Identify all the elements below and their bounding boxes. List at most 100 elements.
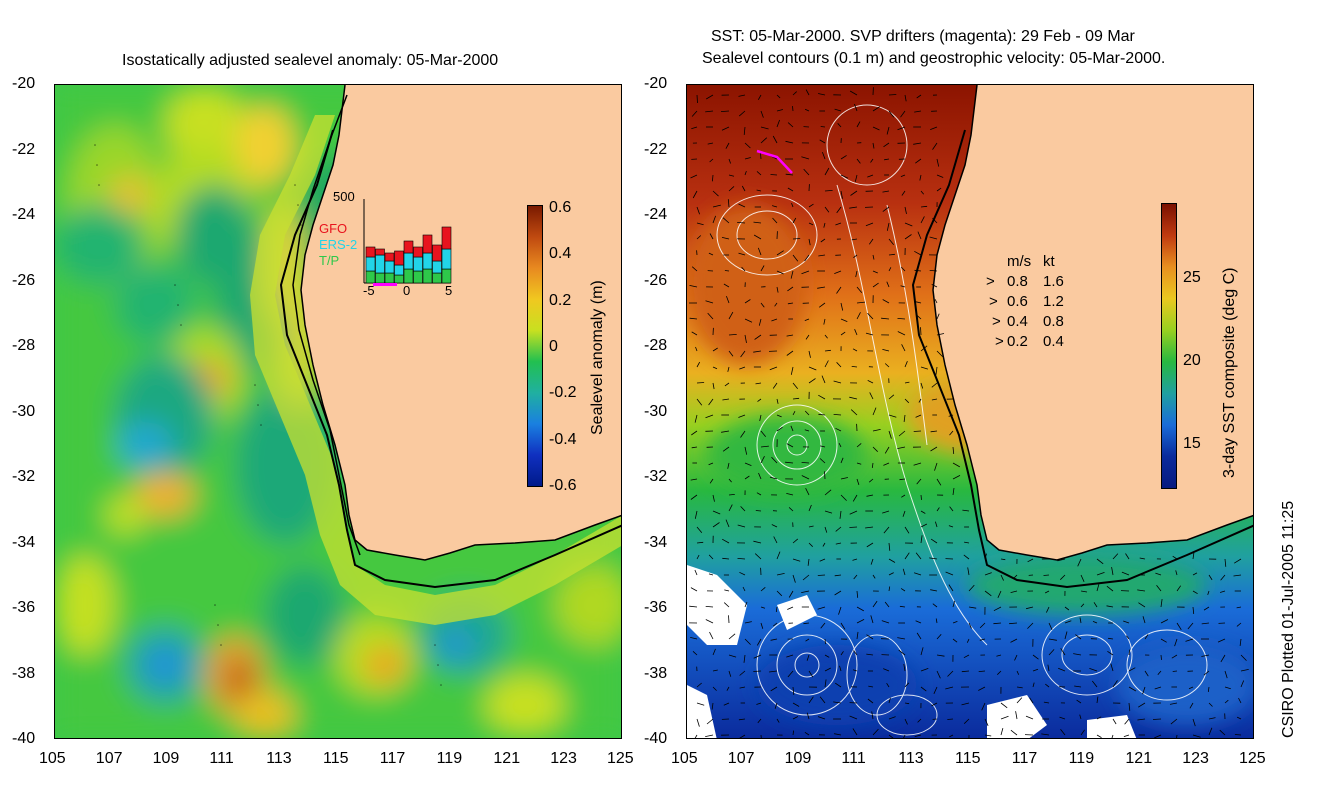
inset-bar-segment [413, 270, 423, 284]
inset-bar-segment [375, 248, 385, 256]
inset-legend-gfo: GFO [319, 221, 348, 236]
x-tick-label: 105 [39, 750, 66, 767]
inset-legend-ers2: ERS-2 [319, 237, 358, 252]
speed-legend-ms: 0.4 [1007, 313, 1028, 330]
sst-colorbar-label: 3-day SST composite (deg C) [1221, 267, 1238, 478]
plot-credit: CSIRO Plotted 01-Jul-2005 11:25 [1280, 500, 1297, 738]
x-tick-label: 123 [550, 750, 577, 767]
speed-legend-ms: 0.6 [1007, 293, 1028, 310]
x-tick-label: 125 [607, 750, 634, 767]
x-tick-label: 115 [323, 750, 349, 767]
y-tick-label: -40 [644, 730, 668, 747]
inset-bar-segment [365, 270, 376, 284]
x-tick-label: 109 [784, 750, 812, 767]
y-tick-label: -20 [12, 75, 36, 92]
speed-arrow-icon: > [992, 313, 1001, 330]
velocity-speed-legend: m/s kt >0.8 1.6 >0.6 1.2 >0.4 0.8 >0.2 0.4 [973, 253, 1083, 353]
speed-arrow-icon: > [986, 273, 995, 290]
inset-bar-segment [384, 260, 395, 274]
inset-bar-segment [422, 268, 433, 284]
sealevel-anomaly-map[interactable]: 500 GFO ERS-2 T/P -5 0 5 0.6 0.4 0.2 0 -0.2 -… [54, 84, 622, 739]
colorbar-tick-label: -0.6 [549, 476, 577, 494]
colorbar-tick-label: 20 [1183, 352, 1201, 369]
x-tick-label: 119 [436, 750, 463, 767]
inset-bar-segment [394, 274, 404, 284]
inset-bar-segment [394, 264, 404, 276]
y-tick-label: -32 [644, 468, 668, 485]
colorbar-tick-label: -0.4 [549, 430, 577, 448]
x-tick-label: 117 [379, 750, 406, 767]
inset-bar-segment [441, 268, 452, 284]
inset-bar-segment [422, 252, 433, 270]
x-tick-label: 121 [493, 750, 521, 767]
x-tick-label: 113 [898, 750, 924, 767]
y-tick-label: -32 [12, 468, 36, 485]
y-tick-label: -36 [12, 599, 36, 616]
y-tick-label: -26 [644, 271, 668, 289]
sst-colorbar [1161, 203, 1177, 489]
x-tick-label: 111 [209, 750, 234, 767]
inset-bar-segment [441, 226, 452, 250]
y-tick-label: -30 [644, 402, 668, 420]
inset-bar-chart [363, 199, 452, 286]
inset-bar-segment [432, 272, 442, 284]
altimeter-coverage-inset: 500 GFO ERS-2 T/P -5 0 5 [317, 189, 452, 299]
inset-bar-segment [413, 246, 423, 258]
speed-legend-kt-header: kt [1043, 253, 1055, 270]
speed-legend-kt: 0.4 [1043, 333, 1064, 350]
inset-xtick-0: 0 [403, 283, 411, 298]
y-tick-label: -24 [12, 206, 36, 223]
inset-legend-tp: T/P [319, 253, 340, 268]
inset-bar-segment [441, 248, 452, 270]
right-map-title-line1: SST: 05-Mar-2000. SVP drifters (magenta)… [711, 28, 1135, 45]
y-tick-label: -24 [644, 206, 668, 223]
x-tick-label: 113 [266, 750, 292, 767]
inset-bar-segment [384, 252, 395, 262]
inset-bar-segment [384, 272, 395, 284]
y-tick-label: -38 [12, 664, 36, 682]
y-tick-label: -22 [644, 140, 668, 158]
sealevel-colorbar [527, 205, 543, 487]
x-tick-label: 117 [1011, 750, 1038, 767]
speed-arrow-icon: > [989, 293, 998, 310]
x-tick-label: 123 [1182, 750, 1209, 767]
speed-legend-kt: 1.2 [1043, 293, 1064, 310]
inset-bar-segment [432, 244, 442, 262]
inset-bar-segment [422, 234, 433, 254]
inset-bar-segment [375, 272, 385, 284]
sst-map[interactable]: m/s kt >0.8 1.6 >0.6 1.2 >0.4 0.8 >0.2 0.4 25 20… [686, 84, 1254, 739]
colorbar-tick-label: -0.2 [549, 384, 577, 402]
y-tick-label: -36 [644, 599, 668, 616]
y-tick-label: -38 [644, 664, 668, 682]
y-tick-label: -34 [644, 533, 668, 551]
inset-bar-segment [403, 268, 414, 284]
x-tick-label: 107 [95, 750, 123, 767]
inset-bar-segment [365, 246, 376, 258]
inset-bar-segment [403, 240, 414, 254]
y-tick-label: -40 [12, 730, 36, 747]
inset-bar-segment [365, 256, 376, 272]
y-tick-label: -28 [12, 337, 36, 354]
speed-legend-kt: 0.8 [1043, 313, 1064, 330]
colorbar-tick-label: 25 [1183, 269, 1201, 286]
speed-arrow-icon: > [995, 333, 1004, 350]
inset-xtick-5: 5 [445, 283, 453, 298]
colorbar-tick-label: 0.6 [549, 199, 572, 216]
inset-bar-segment [375, 254, 385, 274]
right-map-title-line2: Sealevel contours (0.1 m) and geostrophi… [702, 50, 1166, 67]
y-tick-label: -22 [12, 140, 36, 158]
x-tick-label: 121 [1125, 750, 1153, 767]
inset-xtick-minus5: -5 [363, 283, 375, 298]
colorbar-tick-label: 0.4 [549, 245, 572, 263]
colorbar-tick-label: 0.2 [549, 291, 572, 309]
speed-legend-kt: 1.6 [1043, 273, 1064, 290]
svp-drifter-track [756, 149, 793, 174]
colorbar-tick-label: 0 [549, 337, 558, 355]
x-tick-label: 111 [841, 750, 866, 767]
x-tick-label: 125 [1239, 750, 1266, 767]
x-tick-label: 115 [955, 750, 981, 767]
x-tick-label: 105 [671, 750, 698, 767]
y-tick-label: -34 [12, 533, 36, 551]
x-tick-label: 119 [1068, 750, 1095, 767]
inset-bar-segment [403, 252, 414, 270]
